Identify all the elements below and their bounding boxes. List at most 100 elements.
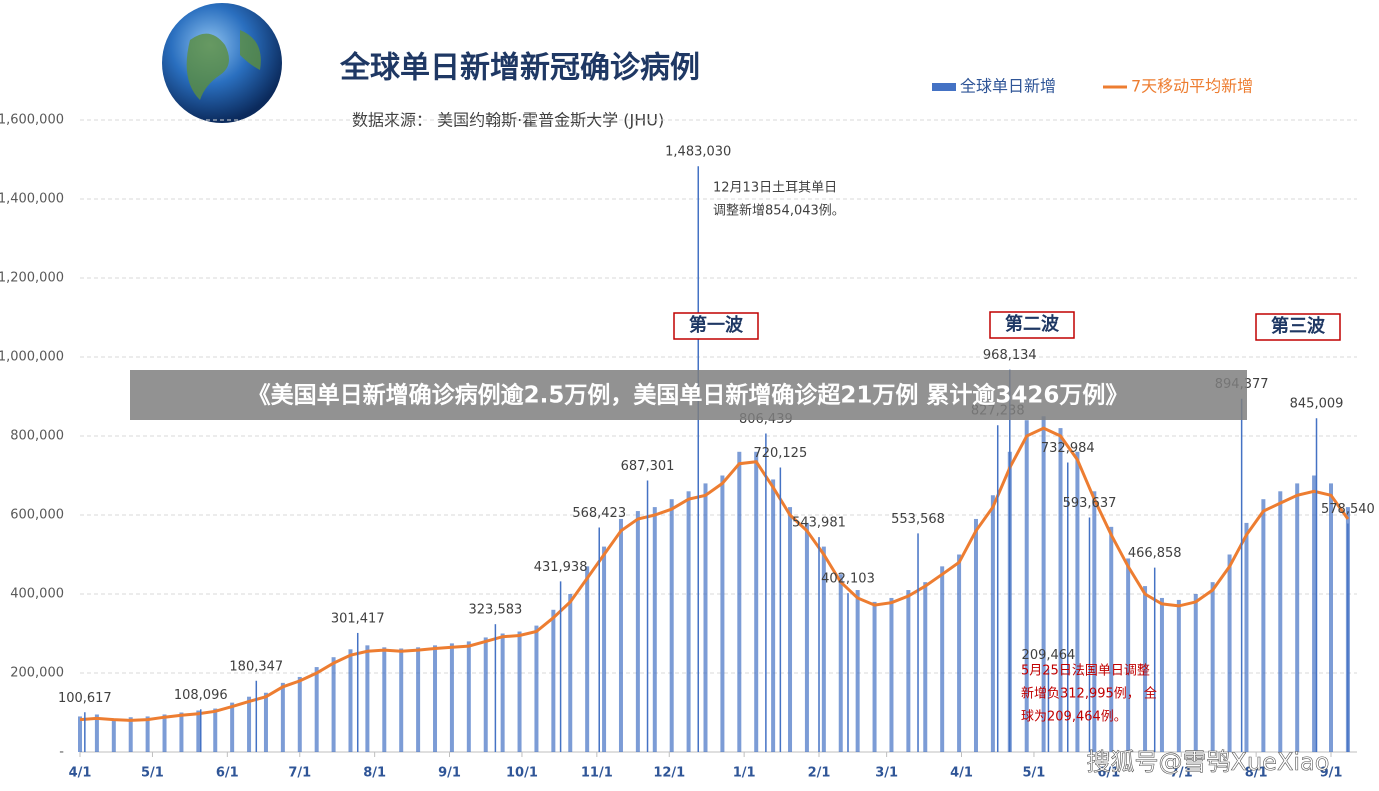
bar: [280, 682, 285, 752]
y-tick-label: 200,000: [10, 666, 64, 681]
bar: [162, 714, 167, 752]
bar: [686, 491, 691, 752]
x-tick-label: 4/1: [950, 766, 973, 781]
bar: [297, 676, 302, 752]
x-tick-label: 6/1: [1097, 766, 1120, 781]
wave-box: [1255, 313, 1341, 341]
bar: [1058, 428, 1063, 752]
peak-label: 100,617: [58, 691, 112, 706]
bar: [1143, 586, 1148, 752]
bar: [923, 582, 928, 752]
y-tick-label: 600,000: [10, 508, 64, 523]
note-line: 5月25日法国单日调整: [1021, 664, 1150, 679]
peak-label: 301,417: [331, 611, 385, 626]
bar: [1210, 582, 1215, 752]
bar: [551, 609, 556, 752]
banner-bg: [130, 370, 1247, 420]
y-tick-label: 800,000: [10, 429, 64, 444]
chart-title: 全球单日新增新冠确诊病例: [339, 51, 700, 86]
y-tick-label: 1,600,000: [0, 113, 64, 128]
bar: [940, 566, 945, 752]
bar: [652, 507, 657, 752]
x-tick-label: 5/1: [141, 766, 164, 781]
note-line: 调整新增854,043例。: [713, 203, 845, 219]
x-tick-label: 7/1: [288, 766, 311, 781]
bar: [872, 601, 877, 752]
bar: [348, 649, 353, 752]
legend-label: 全球单日新增: [960, 77, 1056, 96]
y-tick-label: 1,200,000: [0, 271, 64, 286]
bar: [399, 648, 404, 752]
peak-label: 108,096: [174, 688, 228, 703]
note-line: 球为209,464例。: [1021, 710, 1127, 725]
peak-label: 466,858: [1128, 546, 1182, 561]
x-tick-label: 11/1: [581, 766, 613, 781]
bar: [1159, 597, 1164, 752]
bar: [1092, 491, 1097, 752]
x-tick-label: 8/1: [1245, 766, 1268, 781]
bar: [94, 714, 99, 752]
bar: [1024, 420, 1029, 752]
x-tick-label: 4/1: [69, 766, 92, 781]
y-tick-label: -: [59, 745, 64, 760]
peak-label: 568,423: [572, 506, 626, 521]
peak-label: 431,938: [534, 560, 588, 575]
bar: [618, 518, 623, 752]
peak-label: 845,009: [1290, 397, 1344, 412]
bar: [1041, 416, 1046, 752]
peak-label: 180,347: [229, 659, 283, 674]
x-tick-label: 2/1: [808, 766, 831, 781]
bar: [466, 641, 471, 752]
wave-label: 第一波: [689, 314, 744, 336]
x-tick-label: 1/1: [733, 766, 756, 781]
x-tick-label: 8/1: [363, 766, 386, 781]
bar: [1244, 522, 1249, 752]
bar: [990, 495, 995, 752]
legend-swatch: [932, 83, 956, 91]
wave-label: 第三波: [1271, 315, 1326, 337]
x-tick-label: 9/1: [438, 766, 461, 781]
bar: [1126, 558, 1131, 752]
y-tick-label: 1,000,000: [0, 350, 64, 365]
peak-label: 402,103: [821, 572, 875, 587]
bar: [669, 499, 674, 752]
bar: [957, 554, 962, 752]
bar: [788, 507, 793, 752]
bar: [771, 479, 776, 752]
peak-label: 553,568: [891, 512, 945, 527]
bar: [906, 590, 911, 752]
bar: [145, 716, 150, 752]
y-tick-label: 1,400,000: [0, 192, 64, 207]
x-tick-label: 9/1: [1320, 766, 1343, 781]
peak-label: 209,464: [1022, 648, 1076, 663]
peak-label: 593,637: [1063, 496, 1117, 511]
bar: [314, 667, 319, 752]
bar: [1075, 451, 1080, 752]
bar: [973, 518, 978, 752]
bar: [585, 566, 590, 752]
bar: [111, 718, 116, 752]
bar: [179, 712, 184, 752]
bar: [128, 717, 133, 752]
x-tick-label: 7/1: [1170, 766, 1193, 781]
peak-label: 578,540: [1321, 502, 1375, 517]
wave-box: [673, 312, 759, 340]
globe-land: [186, 30, 261, 100]
bar: [754, 451, 759, 752]
note-line: 12月13日土耳其单日: [713, 181, 837, 196]
peak-label: 543,981: [792, 516, 846, 531]
bar: [568, 594, 573, 752]
bar: [1193, 594, 1198, 752]
bar: [855, 590, 860, 752]
bar: [720, 475, 725, 752]
wave-box: [989, 311, 1075, 339]
moving-average-line: [79, 426, 1350, 722]
bar: [1176, 599, 1181, 752]
bar: [78, 716, 82, 752]
bar: [1278, 491, 1283, 752]
peak-label: 732,984: [1041, 441, 1095, 456]
x-tick-label: 6/1: [216, 766, 239, 781]
bar: [230, 702, 235, 752]
bar: [889, 597, 894, 752]
